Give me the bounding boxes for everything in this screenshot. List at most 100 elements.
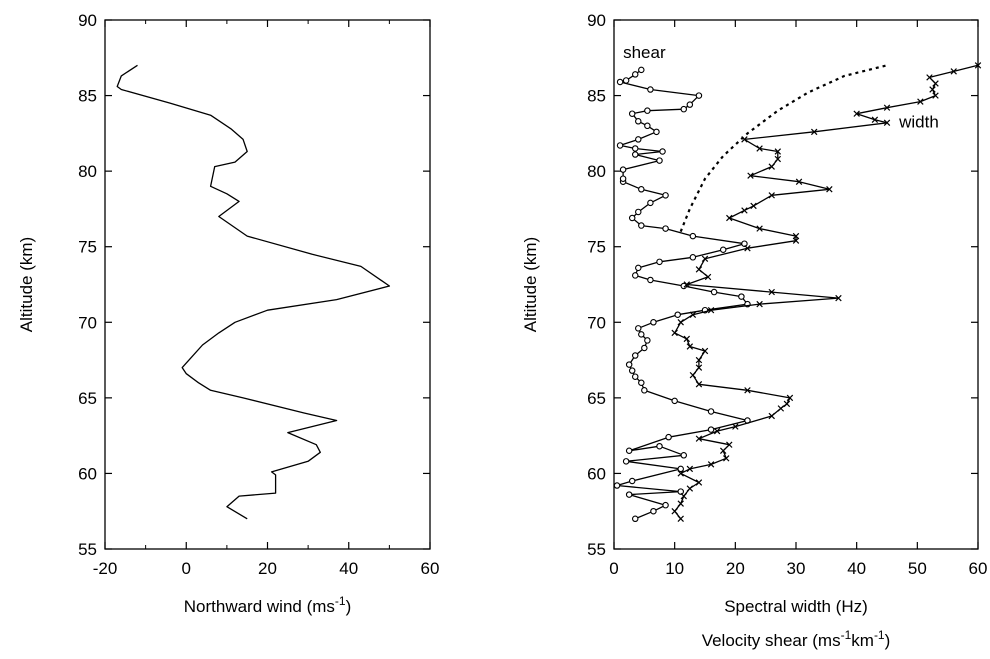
data-point-width [683, 281, 691, 288]
data-point-width [677, 500, 684, 507]
data-point-shear [625, 447, 633, 455]
data-point-width [695, 356, 703, 364]
data-point-shear [647, 199, 654, 207]
data-point-shear [631, 373, 639, 380]
data-point-width [747, 172, 754, 179]
y-axis-title: Altitude (km) [17, 237, 36, 332]
y-tick-label: 70 [587, 313, 606, 332]
x-tick-label: 50 [908, 559, 927, 578]
x-axis-title-superscript: -1 [841, 628, 852, 642]
x-axis-title-part: ) [885, 631, 891, 650]
data-point-width [853, 110, 860, 117]
data-point-width [950, 68, 957, 75]
y-tick-label: 60 [587, 464, 606, 483]
data-point-shear [650, 507, 657, 515]
chart-panel-left: -20 0 20 40 60 55 60 65 70 75 80 85 90 Altitude (km) N… [17, 11, 439, 616]
data-point-shear [653, 128, 660, 136]
data-point-width [883, 104, 891, 111]
data-point-shear [656, 442, 663, 450]
data-point-shear [662, 225, 669, 232]
data-point-shear [638, 66, 645, 74]
data-point-shear [680, 105, 688, 113]
data-point-width [795, 178, 803, 185]
data-point-width [826, 186, 833, 193]
data-point-shear [650, 319, 657, 326]
data-point-width [707, 306, 715, 314]
data-point-width [704, 273, 712, 281]
data-point-shear [628, 477, 636, 485]
data-point-shear [662, 501, 669, 509]
data-point-shear [635, 264, 642, 272]
data-point-width [810, 128, 818, 136]
x-tick-label: 20 [258, 559, 277, 578]
data-point-width [689, 311, 697, 318]
data-point-width [677, 515, 684, 522]
data-point-shear [638, 222, 645, 229]
data-point-shear [662, 192, 669, 199]
data-point-width [774, 155, 782, 163]
data-point-shear [625, 491, 633, 498]
y-tick-label: 80 [587, 162, 606, 181]
data-point-width [932, 80, 939, 87]
x-tick-label: 0 [609, 559, 618, 578]
data-point-shear [656, 258, 663, 266]
x-tick-label: -20 [93, 559, 118, 578]
data-point-shear [628, 110, 636, 117]
data-point-shear [677, 488, 684, 495]
x-tick-label: 20 [726, 559, 745, 578]
data-point-shear [710, 288, 718, 296]
data-point-shear [628, 214, 636, 222]
data-point-width [689, 371, 697, 379]
data-point-width [774, 148, 782, 155]
data-point-shear [635, 208, 642, 216]
data-point-width [756, 300, 763, 308]
data-point-width [732, 423, 739, 430]
data-point-shear [641, 387, 648, 394]
data-point-shear [622, 77, 630, 84]
data-point-width [686, 343, 694, 350]
x-axis-title-secondary: Velocity shear (ms-1km-1) [702, 628, 891, 650]
data-point-shear [644, 337, 651, 344]
series-line-curve-2 [679, 64, 888, 233]
x-tick-label: 0 [182, 559, 191, 578]
y-tick-label: 75 [587, 238, 606, 257]
data-point-shear [631, 515, 639, 523]
data-point-shear [616, 78, 624, 86]
x-axis-title-part: Velocity shear (ms [702, 631, 841, 650]
data-point-shear [674, 311, 681, 318]
y-tick-label: 55 [78, 540, 97, 559]
y-tick-label: 80 [78, 162, 97, 181]
data-point-shear [622, 458, 630, 465]
data-point-shear [738, 293, 745, 300]
data-point-shear [635, 325, 642, 332]
data-point-width [726, 441, 733, 448]
y-tick-label: 60 [78, 464, 97, 483]
data-point-width [680, 492, 687, 500]
data-point-width [786, 394, 794, 402]
data-point-shear [619, 166, 627, 173]
data-point-width [768, 163, 775, 170]
data-point-shear [635, 136, 642, 143]
data-point-width [926, 74, 933, 81]
data-point-shear [625, 361, 633, 368]
data-point-shear [647, 86, 654, 93]
data-point-width [929, 86, 936, 93]
data-point-shear [689, 254, 697, 261]
data-point-width [677, 470, 684, 477]
data-point-shear [638, 331, 645, 338]
data-point-shear [647, 276, 654, 284]
data-point-width [768, 288, 775, 296]
data-point-shear [671, 397, 678, 405]
data-point-shear [656, 157, 663, 164]
data-point-shear [631, 145, 639, 152]
data-point-shear [659, 148, 666, 155]
y-tick-label: 90 [78, 11, 97, 30]
data-point-width [777, 405, 785, 412]
data-point-width [677, 319, 684, 326]
data-point-shear [641, 344, 648, 352]
data-point-width [695, 381, 703, 388]
x-tick-label: 30 [787, 559, 806, 578]
data-point-width [726, 214, 733, 222]
data-point-shear [631, 272, 639, 279]
